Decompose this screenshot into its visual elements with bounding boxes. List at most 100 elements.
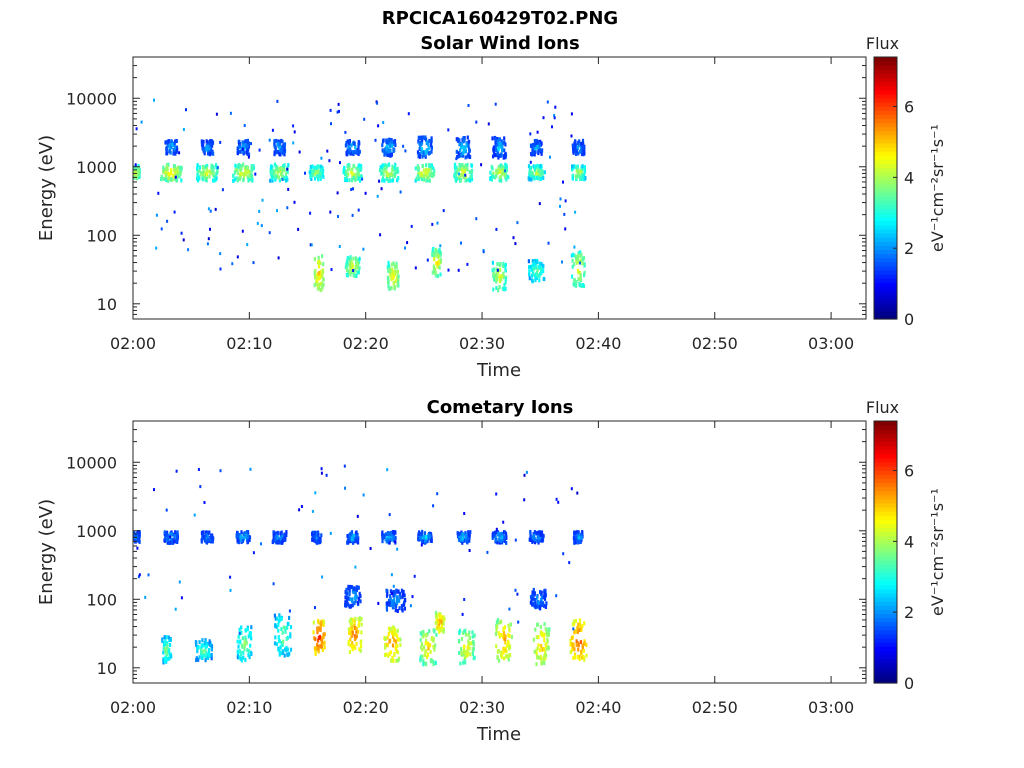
heatmap-cell [386, 140, 389, 145]
heatmap-cell [530, 273, 533, 278]
heatmap-cell [250, 142, 252, 146]
heatmap-cell [504, 153, 507, 157]
heatmap-cell [241, 536, 244, 541]
heatmap-cell [293, 200, 296, 204]
heatmap-cell [391, 178, 394, 183]
heatmap-cell [505, 177, 508, 182]
heatmap-cell [417, 139, 420, 144]
heatmap-cell [394, 530, 397, 535]
heatmap-cell [179, 172, 182, 177]
colorbar-step [874, 314, 897, 320]
heatmap-cell [424, 135, 427, 140]
colorbar-step [874, 629, 897, 635]
heatmap-cell [356, 270, 359, 275]
heatmap-cell [551, 125, 553, 129]
heatmap-cell [390, 286, 393, 291]
heatmap-cell [575, 165, 578, 170]
heatmap-cell [540, 590, 543, 595]
heatmap-cell [314, 491, 317, 495]
heatmap-cell [321, 575, 324, 579]
colorbar-step [874, 290, 897, 296]
heatmap-cell [317, 177, 320, 182]
heatmap-cell [175, 178, 178, 183]
heatmap-cell [430, 173, 433, 178]
heatmap-cell [463, 149, 466, 154]
heatmap-cell [455, 137, 458, 142]
heatmap-cell [495, 628, 498, 633]
heatmap-cell [308, 170, 311, 175]
heatmap-cell [397, 274, 400, 279]
heatmap-cell [323, 640, 326, 645]
x-tick-label: 02:40 [575, 334, 621, 353]
heatmap-cell [530, 170, 533, 175]
x-tick-label: 02:50 [692, 334, 738, 353]
heatmap-cell [505, 536, 508, 540]
heatmap-cell [583, 621, 586, 626]
x-tick-label: 02:50 [692, 698, 738, 717]
heatmap-cell [348, 139, 351, 143]
heatmap-cell [497, 288, 500, 293]
heatmap-cell [258, 148, 261, 152]
heatmap-cell [283, 142, 287, 147]
heatmap-cell [198, 640, 201, 645]
heatmap-cell [203, 641, 206, 646]
heatmap-cell [236, 171, 239, 175]
heatmap-cell [583, 166, 586, 171]
heatmap-cell [429, 532, 432, 536]
heatmap-cell [249, 643, 252, 648]
heatmap-cell [284, 626, 287, 631]
heatmap-cell [388, 540, 391, 545]
heatmap-cell [244, 657, 247, 662]
heatmap-cell [533, 152, 536, 157]
heatmap-cell [388, 148, 391, 153]
heatmap-cell [289, 632, 292, 637]
heatmap-cell [239, 639, 242, 644]
heatmap-cell [469, 641, 472, 646]
heatmap-cell [435, 632, 438, 637]
heatmap-cell [577, 168, 580, 173]
heatmap-cell [500, 619, 503, 624]
colorbar-step [874, 237, 897, 242]
heatmap-cell [436, 221, 439, 225]
colorbar-step [874, 556, 897, 561]
heatmap-cell [322, 623, 325, 627]
heatmap-cell [281, 630, 284, 635]
heatmap-cell [236, 255, 239, 259]
heatmap-cell [280, 617, 283, 622]
heatmap-cell [542, 647, 545, 652]
colorbar-step [874, 73, 897, 79]
heatmap-cell [492, 145, 495, 150]
heatmap-cell [167, 649, 170, 654]
heatmap-cell [348, 148, 351, 153]
heatmap-cell [209, 535, 212, 540]
heatmap-cell [480, 163, 483, 167]
colorbar-step [874, 511, 897, 516]
heatmap-cell [238, 627, 241, 632]
heatmap-cell [274, 616, 277, 621]
heatmap-cell [200, 648, 203, 653]
heatmap-cell [533, 175, 536, 180]
heatmap-cell [236, 151, 239, 156]
colorbar-step [874, 617, 897, 623]
colorbar-step [874, 253, 897, 259]
heatmap-cell [507, 640, 510, 645]
heatmap-cell [386, 592, 389, 597]
heatmap-cell [536, 139, 539, 144]
heatmap-cell [402, 144, 405, 148]
heatmap-cell [581, 173, 584, 178]
heatmap-cell [318, 275, 322, 280]
heatmap-cell [580, 152, 584, 157]
heatmap-cell [413, 574, 416, 578]
heatmap-cell [243, 144, 246, 149]
y-tick-label: 10 [97, 295, 117, 314]
heatmap-cell [497, 531, 500, 536]
heatmap-cell [273, 139, 276, 144]
heatmap-cell [435, 618, 438, 623]
heatmap-cell [176, 174, 180, 179]
heatmap-cell [343, 165, 346, 170]
heatmap-cell [462, 139, 465, 144]
heatmap-cell [354, 646, 357, 651]
heatmap-cell [369, 547, 372, 550]
colorbar-step [874, 433, 897, 438]
heatmap-cell [329, 531, 332, 535]
